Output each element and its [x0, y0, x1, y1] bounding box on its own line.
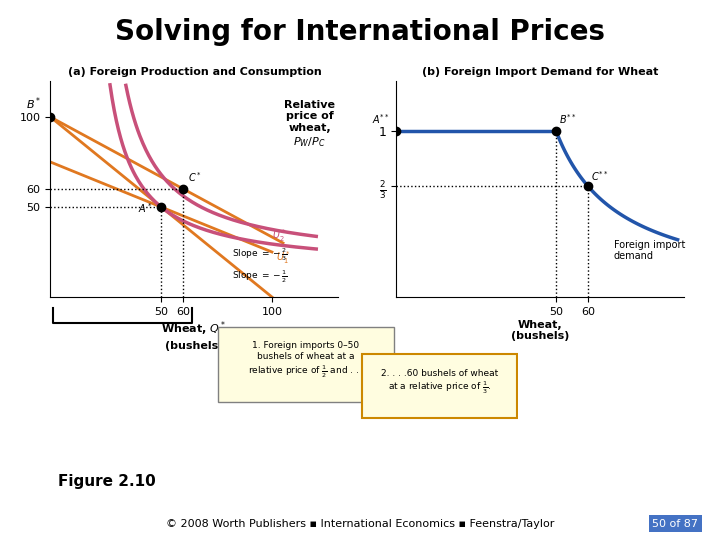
Text: Slope $= -\frac{1}{2}$: Slope $= -\frac{1}{2}$ [232, 268, 288, 285]
X-axis label: Wheat,
(bushels): Wheat, (bushels) [510, 320, 570, 341]
Title: (b) Foreign Import Demand for Wheat: (b) Foreign Import Demand for Wheat [422, 68, 658, 77]
Text: 1. Foreign imports 0–50
bushels of wheat at a
relative price of $\frac{1}{2}$ an: 1. Foreign imports 0–50 bushels of wheat… [248, 341, 364, 380]
Text: $U_1^*$: $U_1^*$ [276, 249, 291, 266]
X-axis label: Wheat, $Q_W^*$
(bushels): Wheat, $Q_W^*$ (bushels) [161, 320, 228, 350]
Y-axis label: Relative
price of
wheat,
$P_W/P_C$: Relative price of wheat, $P_W/P_C$ [284, 100, 335, 149]
FancyBboxPatch shape [218, 327, 395, 402]
Text: $C^{**}$: $C^{**}$ [591, 169, 608, 183]
FancyBboxPatch shape [361, 354, 517, 418]
Text: $B^*$: $B^*$ [26, 95, 42, 112]
Text: $A^{**}$: $A^{**}$ [372, 112, 390, 126]
Text: $U_2^*$: $U_2^*$ [272, 227, 287, 245]
Text: $A^*$: $A^*$ [138, 201, 153, 215]
Title: (a) Foreign Production and Consumption: (a) Foreign Production and Consumption [68, 68, 321, 77]
Text: 50 of 87: 50 of 87 [652, 519, 698, 529]
Text: Figure 2.10: Figure 2.10 [58, 474, 156, 489]
Text: Slope $= -\frac{2}{3}$: Slope $= -\frac{2}{3}$ [232, 247, 288, 264]
Text: 2. . . .60 bushels of wheat
at a relative price of $\frac{1}{3}$.: 2. . . .60 bushels of wheat at a relativ… [381, 369, 498, 396]
Text: $C^*$: $C^*$ [188, 170, 202, 184]
Text: Foreign import
demand: Foreign import demand [613, 240, 685, 261]
Text: $B^{**}$: $B^{**}$ [559, 112, 577, 126]
Text: © 2008 Worth Publishers ▪ International Economics ▪ Feenstra/Taylor: © 2008 Worth Publishers ▪ International … [166, 519, 554, 529]
Text: Solving for International Prices: Solving for International Prices [115, 18, 605, 46]
